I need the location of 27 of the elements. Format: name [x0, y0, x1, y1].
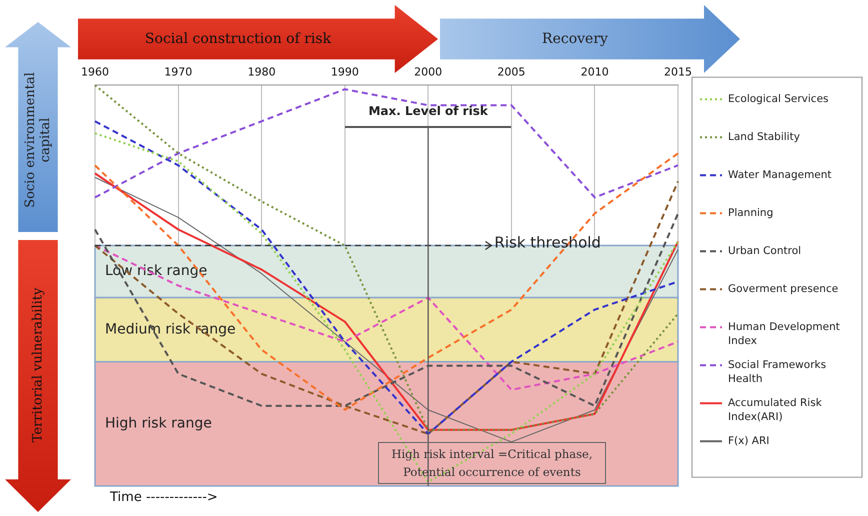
band-label: Medium risk range: [105, 321, 236, 338]
legend-label: Human Development Index: [728, 320, 840, 347]
legend-label: Social Frameworks Health: [728, 358, 826, 385]
x-tick-label: 1980: [248, 65, 276, 78]
legend-label: Planning: [728, 206, 774, 219]
ref-line-label: Max. Level of risk: [368, 104, 489, 118]
text: Social construction of risk: [144, 31, 332, 47]
text: Recovery: [542, 31, 608, 47]
x-axis-title: Time ------------->: [110, 490, 218, 505]
legend-label: Accumulated Risk Index(ARI): [728, 396, 823, 423]
x-tick-label: 1960: [81, 65, 109, 78]
x-tick-label: 1990: [330, 65, 359, 78]
legend-label: Water Management: [728, 168, 832, 181]
band-label: High risk range: [105, 416, 212, 432]
x-tick-label: 2005: [497, 65, 526, 78]
text: Socio environmental capital: [23, 71, 53, 210]
x-tick-label: 2015: [664, 65, 692, 78]
ref-line-label: Risk threshold: [494, 233, 601, 252]
legend-label: Land Stability: [728, 130, 800, 143]
x-tick-label: 1970: [164, 65, 192, 78]
legend-label: Goverment presence: [728, 282, 838, 295]
text: Territorial vulnerability: [30, 286, 46, 444]
x-tick-label: 2010: [580, 65, 609, 78]
legend-label: F(x) ARI: [728, 434, 770, 447]
x-tick-label: 2000: [414, 65, 442, 78]
legend-label: Urban Control: [728, 244, 802, 257]
legend-label: Ecological Services: [728, 92, 828, 105]
